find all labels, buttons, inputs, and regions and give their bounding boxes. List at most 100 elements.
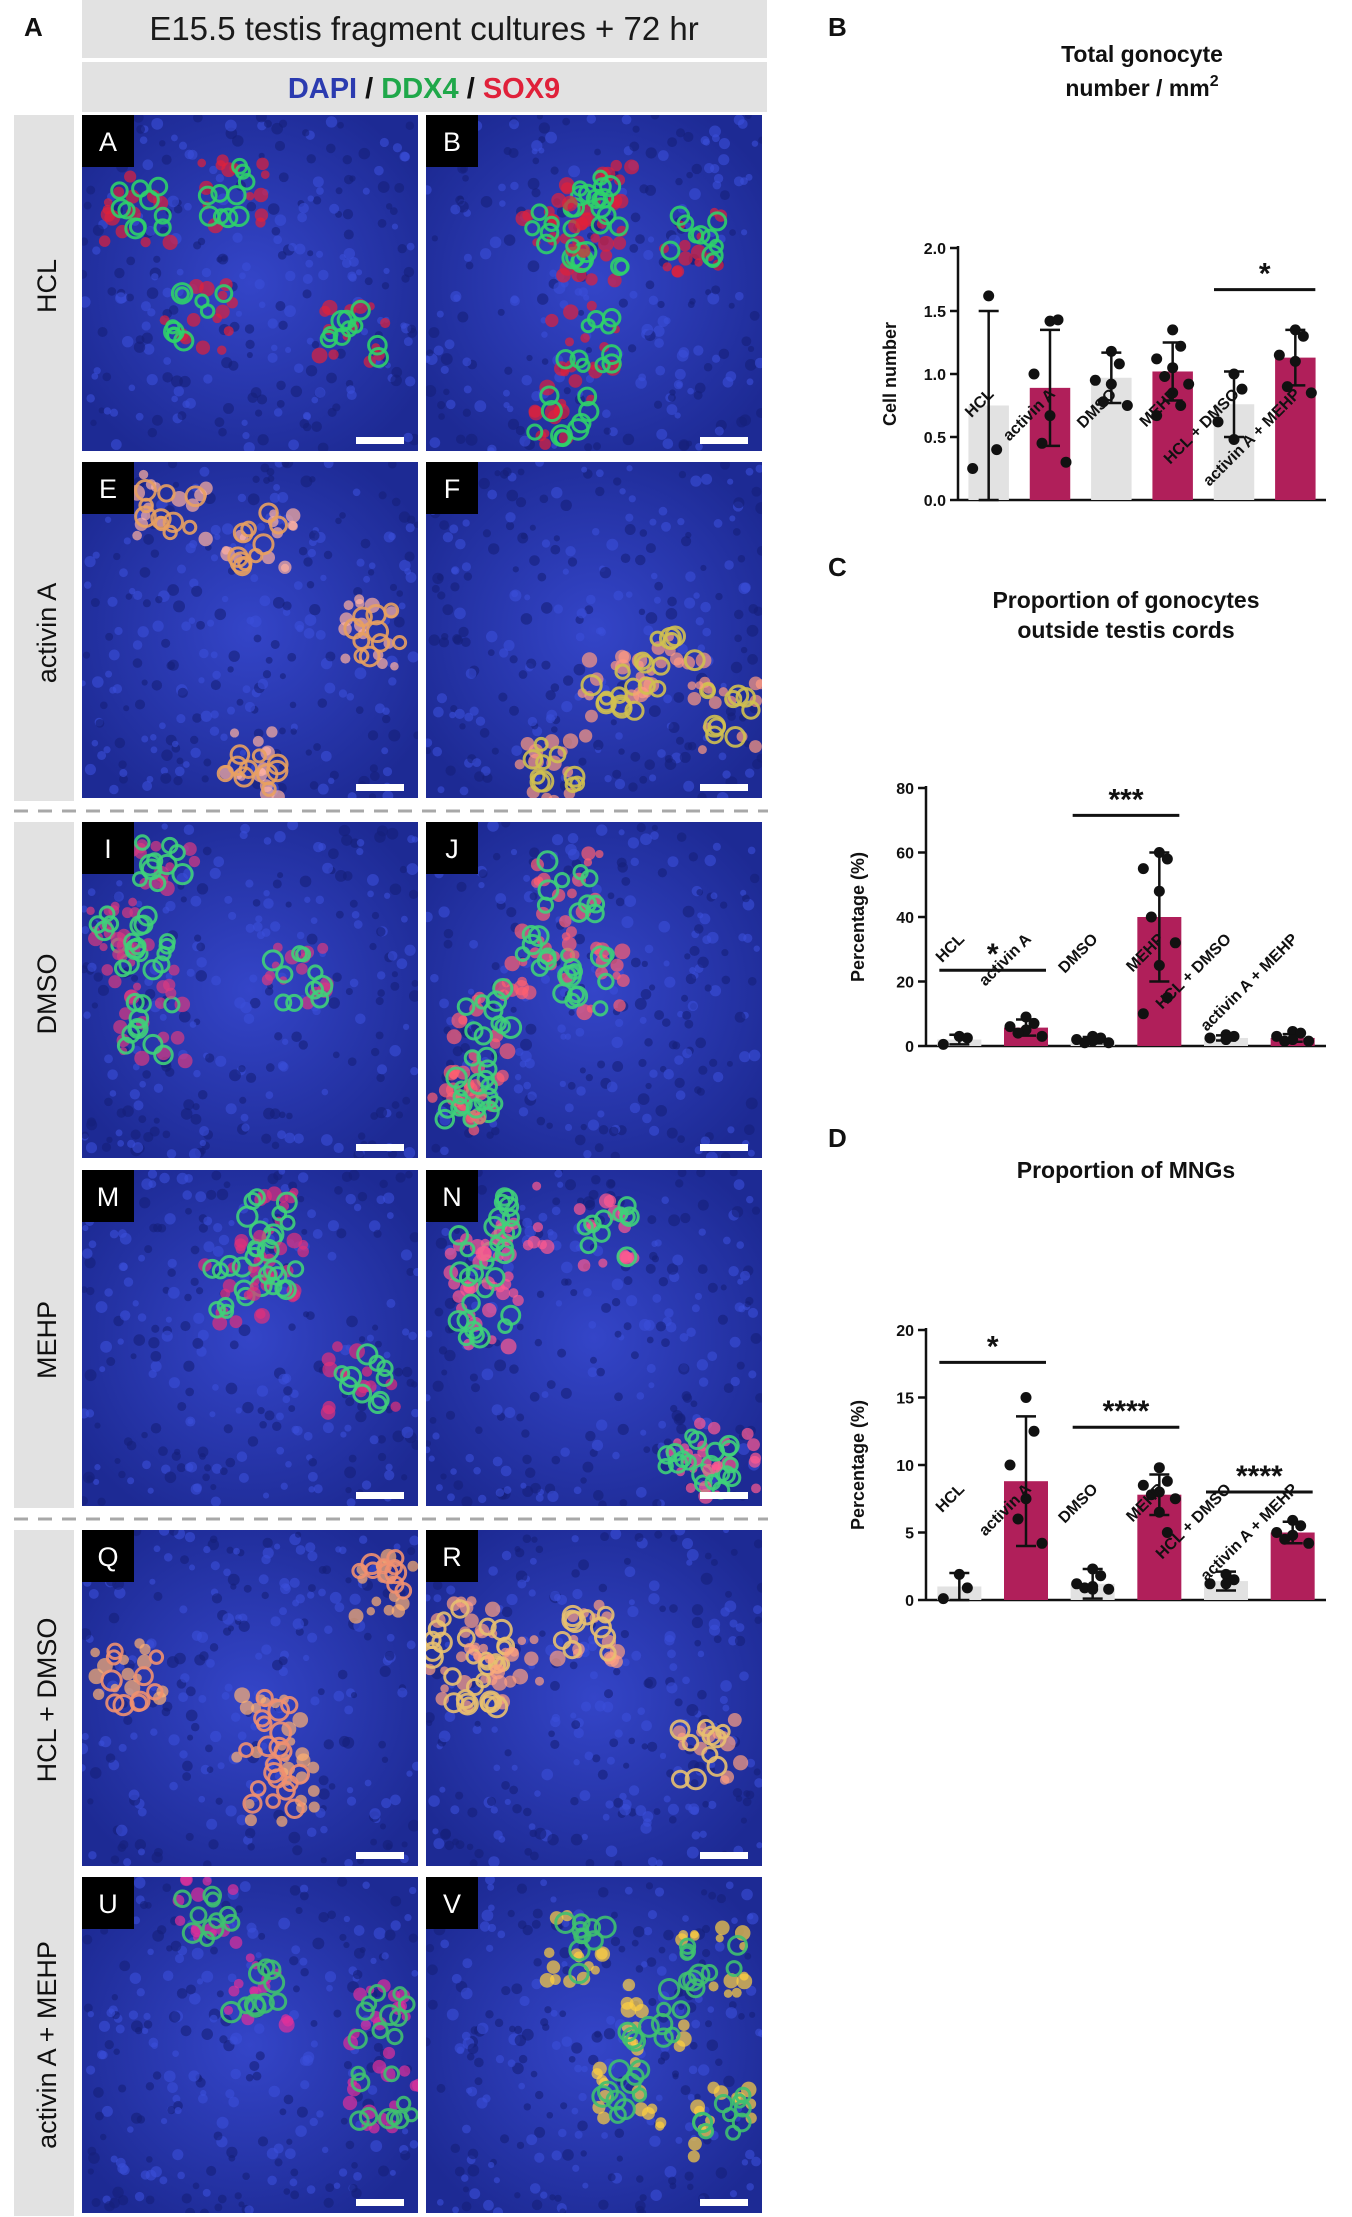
y-tick-label: 10 — [896, 1458, 914, 1475]
y-tick-label: 0.0 — [924, 493, 946, 510]
x-category-label: activin A — [976, 930, 1035, 989]
data-point — [1103, 1037, 1115, 1049]
y-tick-label: 0.5 — [924, 430, 946, 447]
data-point — [1289, 324, 1301, 336]
micrograph-letter: Q — [97, 1542, 118, 1572]
data-point — [1137, 1008, 1149, 1020]
data-point — [1113, 358, 1125, 370]
scale-bar — [356, 1144, 404, 1151]
micrograph-a: A — [82, 115, 418, 451]
significance-label: * — [987, 938, 999, 971]
data-point — [1279, 1533, 1291, 1545]
data-point — [1145, 1489, 1157, 1501]
chart-subtitle: number / mm2 — [1065, 73, 1218, 101]
scale-bar — [356, 784, 404, 791]
y-axis-label: Cell number — [880, 322, 900, 426]
data-point — [1169, 1493, 1181, 1505]
scale-bar — [356, 1492, 404, 1499]
data-point — [937, 1038, 949, 1050]
micrograph-letter: E — [99, 474, 117, 504]
y-tick-label: 15 — [896, 1391, 914, 1408]
data-point — [961, 1582, 973, 1594]
data-point — [1060, 456, 1072, 468]
scale-bar — [356, 2199, 404, 2206]
data-point — [1175, 340, 1187, 352]
micrograph-letter-badge — [426, 1877, 478, 1929]
micrograph-letter: V — [443, 1889, 461, 1919]
micrograph-letter: N — [442, 1182, 462, 1212]
micrograph-letter: R — [442, 1542, 462, 1572]
y-tick-label: 0 — [905, 1593, 914, 1610]
scale-bar — [356, 1852, 404, 1859]
data-point — [937, 1593, 949, 1605]
data-point — [1297, 330, 1309, 342]
data-point — [1036, 437, 1048, 449]
y-tick-label: 5 — [905, 1526, 914, 1543]
data-point — [1167, 387, 1179, 399]
stain-ddx4: DDX4 — [381, 73, 458, 105]
data-point — [1169, 937, 1181, 949]
data-point — [1303, 1035, 1315, 1047]
data-point — [1167, 362, 1179, 374]
data-point — [1012, 1027, 1024, 1039]
data-point — [1212, 416, 1224, 428]
data-point — [991, 444, 1003, 456]
data-point — [1151, 353, 1163, 365]
micrograph-letter-badge — [426, 1170, 478, 1222]
stain-separator-2: / — [459, 73, 483, 105]
data-point — [1161, 853, 1173, 865]
data-point — [1273, 349, 1285, 361]
micrograph-n: N — [426, 1170, 762, 1506]
significance-label: * — [1259, 258, 1271, 291]
micrograph-letter: M — [97, 1182, 120, 1212]
data-point — [1036, 1030, 1048, 1042]
data-point — [1020, 1392, 1032, 1403]
micrograph-letter: A — [99, 127, 117, 157]
micrograph-letter-badge — [82, 1530, 134, 1582]
data-point — [1287, 1514, 1299, 1526]
row-label-activin-a: activin A — [32, 583, 62, 684]
significance-label: *** — [1108, 783, 1143, 816]
data-point — [1028, 1425, 1040, 1437]
data-point — [1167, 324, 1179, 336]
data-point — [1279, 1035, 1291, 1047]
data-point — [1137, 1479, 1149, 1491]
x-category-label: DMSO — [1056, 931, 1102, 977]
scale-bar — [700, 2199, 748, 2206]
micrograph-grid: A B E F I J M N Q R U V — [82, 115, 762, 2213]
data-point — [1079, 1037, 1091, 1049]
data-point — [1036, 1537, 1048, 1549]
x-category-label: HCL — [933, 931, 968, 966]
row-label-dmso: DMSO — [32, 954, 62, 1035]
scale-bar — [700, 1144, 748, 1151]
data-point — [1044, 410, 1056, 422]
stain-legend: DAPI / DDX4 / SOX9 — [288, 73, 560, 105]
chart-title: Proportion of gonocytes — [992, 587, 1259, 613]
micrograph-letter-badge — [82, 462, 134, 514]
data-point — [1183, 378, 1195, 390]
data-point — [1161, 1527, 1173, 1538]
data-point — [1153, 959, 1165, 971]
panel-letter-b: B — [828, 12, 847, 42]
scale-bar — [700, 1492, 748, 1499]
row-label-hcl: HCL — [32, 259, 62, 313]
header-title-band — [82, 0, 767, 58]
row-label-activin-a-mehp: activin A + MEHP — [32, 1941, 62, 2149]
scale-bar — [700, 437, 748, 444]
data-point — [1220, 1034, 1232, 1046]
stain-dapi: DAPI — [288, 73, 357, 105]
data-point — [1175, 400, 1187, 411]
data-point — [1097, 396, 1109, 408]
data-point — [1228, 368, 1240, 380]
data-point — [953, 1568, 965, 1580]
data-point — [1121, 400, 1133, 411]
y-tick-label: 20 — [896, 1323, 914, 1340]
micrograph-i: I — [82, 822, 418, 1158]
data-point — [1271, 1527, 1283, 1538]
data-point — [1305, 387, 1317, 399]
micrograph-letter-badge — [82, 115, 134, 167]
data-point — [1159, 371, 1171, 383]
micrograph-letter-badge — [82, 1170, 134, 1222]
data-point — [983, 290, 995, 302]
data-point — [1103, 1583, 1115, 1595]
